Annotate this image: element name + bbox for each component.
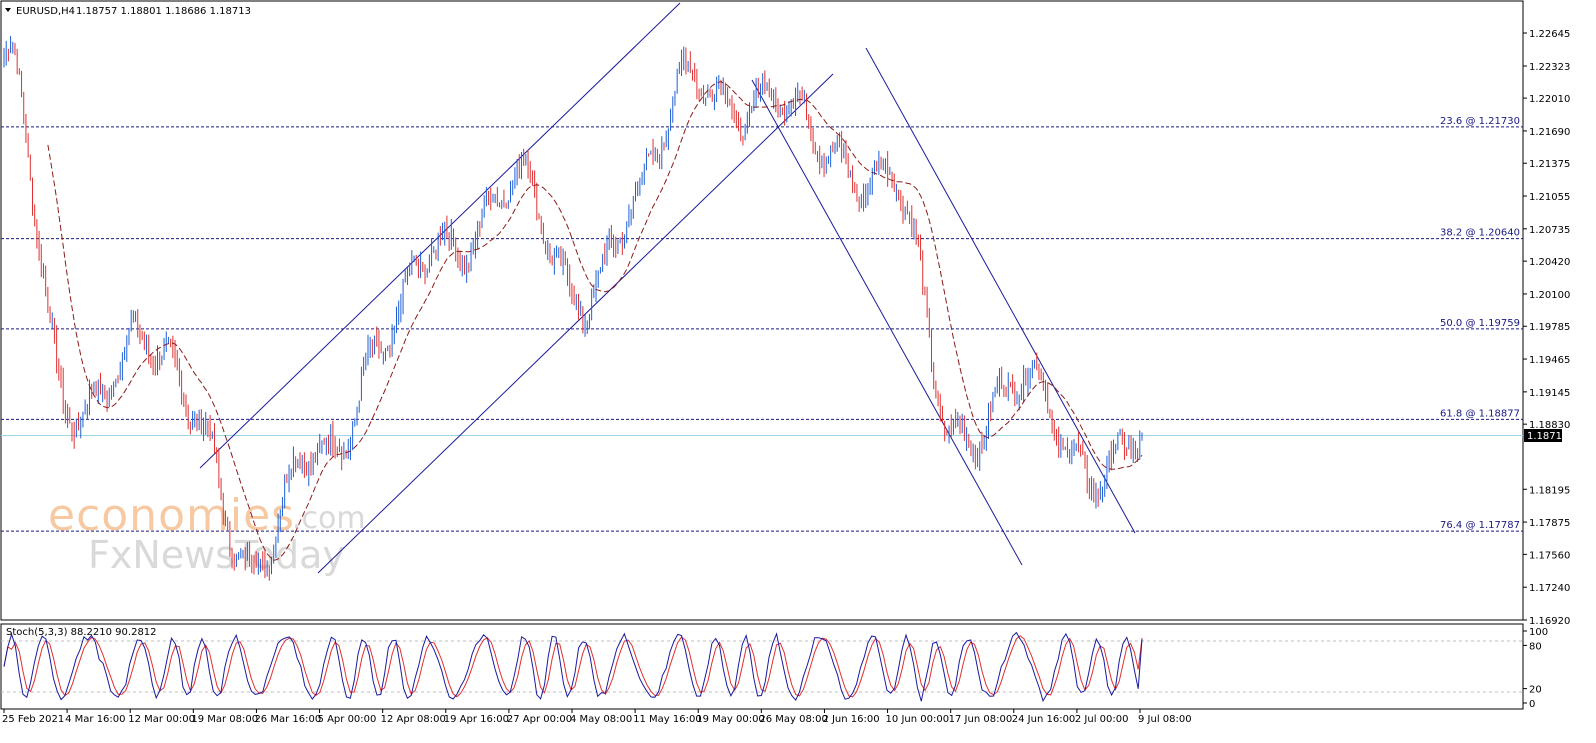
current-price-badge xyxy=(1524,429,1562,442)
fib-levels: 23.6 @ 1.21730 38.2 @ 1.20640 50.0 @ 1.197… xyxy=(1,116,1523,532)
time-tick-label: 4 May 08:00 xyxy=(570,714,632,725)
stoch-tick-label: 80 xyxy=(1529,641,1542,652)
watermark: economies .com FxNewsToday xyxy=(48,490,366,577)
downtrend-lower-line[interactable] xyxy=(751,79,1023,566)
fib-label: 61.8 @ 1.18877 xyxy=(1440,408,1520,419)
fib-label: 76.4 @ 1.17787 xyxy=(1440,520,1520,531)
price-tick-label: 1.19465 xyxy=(1529,355,1570,366)
price-tick-label: 1.20735 xyxy=(1529,225,1570,236)
price-tick-label: 1.16920 xyxy=(1529,616,1570,627)
current-price-label: 1.18713 xyxy=(1527,431,1568,442)
time-tick-label: 26 May 08:00 xyxy=(759,714,828,725)
price-tick-label: 1.18195 xyxy=(1529,485,1570,496)
price-tick-label: 1.21375 xyxy=(1529,159,1570,170)
price-tick-label: 1.20100 xyxy=(1529,290,1570,301)
fib-label: 38.2 @ 1.20640 xyxy=(1440,228,1520,239)
stoch-axis: 100 80 20 0 xyxy=(1523,627,1548,710)
time-tick-label: 9 Jul 08:00 xyxy=(1138,714,1192,725)
price-tick-label: 1.17560 xyxy=(1529,550,1570,561)
time-tick-label: 19 Mar 08:00 xyxy=(191,714,258,725)
price-tick-label: 1.22010 xyxy=(1529,94,1570,105)
price-bars xyxy=(3,36,1143,581)
chart-header: EURUSD,H4 1.18757 1.18801 1.18686 1.1871… xyxy=(5,6,251,17)
time-tick-label: 24 Jun 16:00 xyxy=(1012,714,1076,725)
price-tick-label: 1.21690 xyxy=(1529,127,1570,138)
time-tick-label: 11 May 16:00 xyxy=(633,714,702,725)
main-pane[interactable] xyxy=(0,0,1524,621)
price-tick-label: 1.17240 xyxy=(1529,583,1570,594)
time-tick-label: 5 Apr 00:00 xyxy=(318,714,377,725)
price-tick-label: 1.20420 xyxy=(1529,257,1570,268)
menu-triangle-icon[interactable] xyxy=(5,8,11,12)
channel-lower-line[interactable] xyxy=(317,73,834,574)
stoch-signal-line xyxy=(3,635,1143,698)
time-tick-label: 27 Apr 00:00 xyxy=(507,714,572,725)
ohlc-values: 1.18757 1.18801 1.18686 1.18713 xyxy=(76,6,251,17)
fib-label: 50.0 @ 1.19759 xyxy=(1440,318,1520,329)
watermark-line2: FxNewsToday xyxy=(88,533,345,577)
price-tick-label: 1.21055 xyxy=(1529,192,1570,203)
time-tick-label: 12 Mar 00:00 xyxy=(128,714,195,725)
time-tick-label: 12 Apr 08:00 xyxy=(381,714,446,725)
watermark-line1: economies xyxy=(48,490,295,541)
price-tick-label: 1.22645 xyxy=(1529,29,1570,40)
watermark-line1-suffix: .com xyxy=(292,501,366,536)
fib-label: 23.6 @ 1.21730 xyxy=(1440,116,1520,127)
downtrend-upper-line[interactable] xyxy=(865,47,1136,534)
stoch-tick-label: 20 xyxy=(1529,685,1542,696)
time-tick-label: 26 Mar 16:00 xyxy=(254,714,321,725)
price-axis[interactable]: 1.22645 1.22323 1.22010 1.21690 1.21375 1.210… xyxy=(1523,29,1570,627)
time-tick-label: 4 Mar 16:00 xyxy=(65,714,125,725)
price-tick-label: 1.19785 xyxy=(1529,322,1570,333)
price-tick-label: 1.22323 xyxy=(1529,62,1570,73)
stoch-title: Stoch(5,3,3) 88.2210 90.2812 xyxy=(6,627,157,638)
time-tick-label: 2 Jun 16:00 xyxy=(822,714,879,725)
stoch-tick-label: 100 xyxy=(1529,627,1548,638)
price-tick-label: 1.19145 xyxy=(1529,388,1570,399)
stoch-main-line xyxy=(3,631,1143,703)
time-tick-label: 2 Jul 00:00 xyxy=(1075,714,1129,725)
price-tick-label: 1.17875 xyxy=(1529,518,1570,529)
time-tick-label: 19 May 00:00 xyxy=(696,714,765,725)
price-tick-label: 1.18830 xyxy=(1529,420,1570,431)
symbol-label: EURUSD,H4 xyxy=(16,6,75,17)
time-tick-label: 17 Jun 08:00 xyxy=(949,714,1013,725)
time-tick-label: 19 Apr 16:00 xyxy=(444,714,509,725)
stoch-tick-label: 0 xyxy=(1529,699,1535,710)
time-tick-label: 25 Feb 2021 xyxy=(2,714,64,725)
time-tick-label: 10 Jun 00:00 xyxy=(886,714,950,725)
